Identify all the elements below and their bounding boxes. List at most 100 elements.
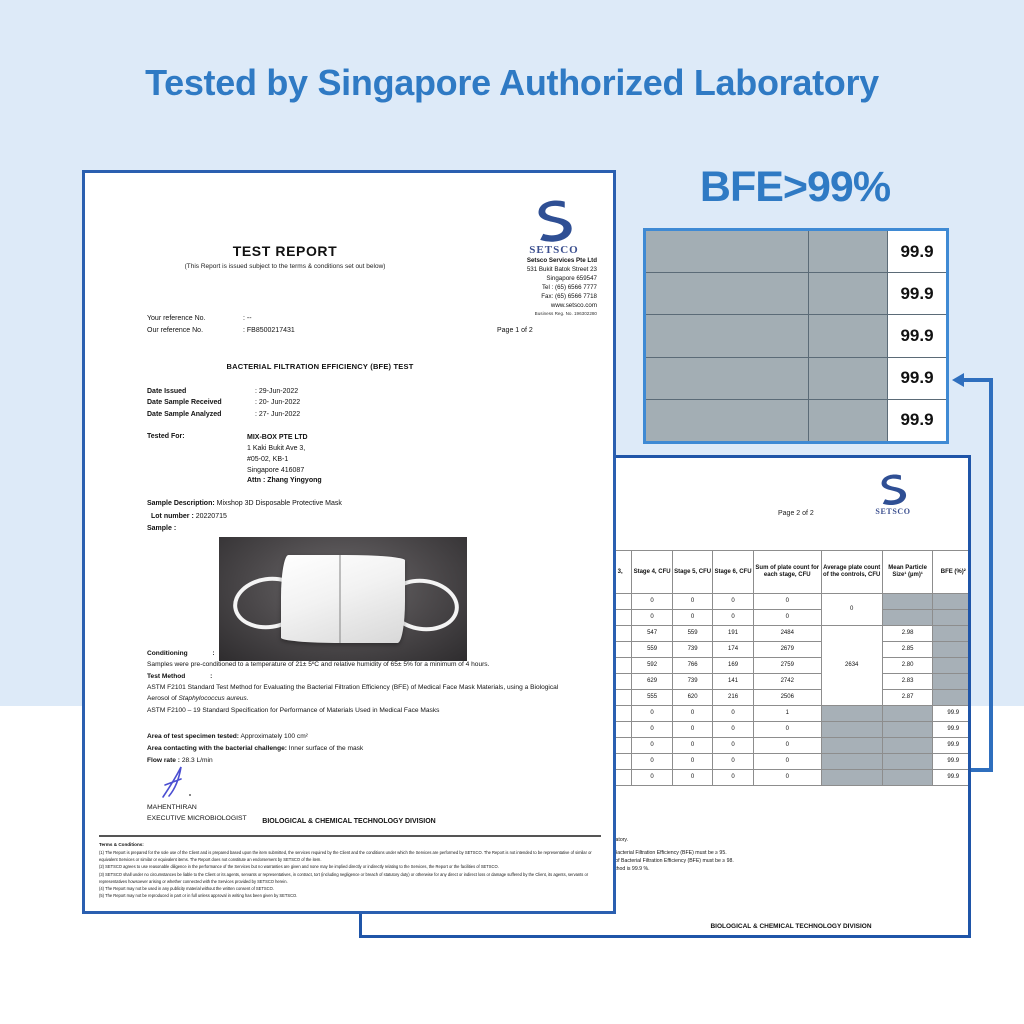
cell-stage6: 0 [712, 609, 754, 626]
page1-subtitle: (This Report is issued subject to the te… [184, 263, 386, 270]
cell-mean-particle-size [881, 593, 934, 610]
table-header-row: 3, Stage 4, CFU Stage 5, CFU Stage 6, CFU Su… [607, 550, 968, 594]
magnified-table-row: 99.9 [646, 273, 946, 316]
page2-setsco-logo: SETSCO [863, 472, 923, 516]
magnified-bfe-table: 99.9 99.9 99.9 99.9 99.9 [643, 228, 949, 444]
cell-bfe-value: 99.9 [932, 769, 968, 786]
lab-tel: Tel : (65) 6566 7777 [541, 283, 597, 291]
date-issued-value: : 29-Jun-2022 [255, 388, 299, 395]
cell-stage5: 0 [671, 769, 714, 786]
column-header: Stage 6, CFU [712, 550, 754, 594]
sample-description-block: Sample Description: Mixshop 3D Disposabl… [147, 498, 342, 536]
magnified-blank-cell [809, 357, 888, 399]
sample-description-value: Mixshop 3D Disposable Protective Mask [214, 500, 342, 507]
flow-rate-label: Flow rate : [147, 756, 180, 764]
cell-mean-particle-size: 2.85 [881, 641, 934, 658]
mask-fold-line [339, 555, 341, 643]
table-row: 559 739 174 2679 2.85 [607, 641, 968, 658]
signer-title: EXECUTIVE MICROBIOLOGIST [147, 814, 247, 822]
your-reference-value: : -- [243, 315, 252, 322]
page1-setsco-wordmark: SETSCO [529, 244, 579, 256]
page2-note-3: method is 99.9 %. [608, 866, 650, 873]
page2-results-table: 3, Stage 4, CFU Stage 5, CFU Stage 6, CFU Su… [607, 550, 968, 786]
page2-division-footer: BIOLOGICAL & CHEMICAL TECHNOLOGY DIVISIO… [710, 923, 872, 930]
cell-stage6: 0 [712, 721, 754, 738]
table-row: 0 0 0 0 99.9 [607, 721, 968, 738]
your-reference-label: Your reference No. [147, 315, 206, 322]
terms-item: (5) The Report may not be reproduced in … [99, 892, 298, 898]
page2-note-1: of Bacterial Filtration Efficiency (BFE)… [608, 850, 727, 857]
cell-mean-particle-size [881, 721, 934, 738]
footer-divider [99, 835, 601, 837]
magnified-blank-cell [646, 357, 809, 399]
cell-stage4: 0 [631, 737, 673, 754]
lab-registration-no: Business Reg. No. 196302280 [534, 310, 597, 316]
cell-stage5: 0 [671, 737, 714, 754]
page-title: TEST REPORT [232, 243, 338, 259]
client-address-line2: #05-02, KB-1 [247, 455, 289, 463]
cell-average-control: 0 [820, 593, 883, 626]
date-analyzed-value: : 27- Jun-2022 [255, 410, 301, 418]
magnified-blank-cell [646, 399, 809, 442]
our-reference-value: : FB8500217431 [243, 326, 295, 334]
cell-stage5: 766 [671, 657, 714, 674]
table-row: 0 0 0 1 99.9 [607, 705, 968, 722]
cell-mean-particle-size [881, 705, 934, 722]
cell-sum: 2506 [752, 689, 822, 706]
lot-number-label: Lot number : [151, 512, 194, 520]
cell-stage4: 559 [631, 641, 673, 658]
cell-bfe-value [932, 673, 968, 690]
column-header: Sum of plate count for each stage, CFU [752, 550, 822, 594]
callout-connector-vertical [989, 378, 993, 772]
magnified-table-row: 99.9 [646, 315, 946, 358]
cell-bfe-value [932, 593, 968, 610]
cell-stage5: 0 [671, 721, 714, 738]
specimen-details: Area of test specimen tested: Approximat… [147, 731, 577, 767]
cell-stage5: 739 [671, 641, 714, 658]
cell-stage4: 629 [631, 673, 673, 690]
magnified-bfe-value: 99.9 [888, 399, 946, 442]
cell-stage6: 169 [712, 657, 754, 674]
sample-label: Sample : [147, 525, 177, 533]
cell-stage6: 0 [712, 593, 754, 610]
test-method-label: Test Method [147, 672, 186, 680]
our-reference-label: Our reference No. [147, 326, 204, 334]
magnified-table-row: 99.9 [646, 231, 946, 274]
signer-block: MAHENTHIRAN EXECUTIVE MICROBIOLOGIST [147, 803, 247, 824]
cell-sum: 0 [752, 753, 822, 770]
page2-setsco-wordmark: SETSCO [875, 507, 911, 516]
client-name: MIX-BOX PTE LTD [247, 434, 308, 441]
cell-sum: 0 [752, 769, 822, 786]
cell-average-control [820, 705, 883, 722]
cell-stage4: 0 [631, 593, 673, 610]
cell-stage5: 739 [671, 673, 714, 690]
magnified-blank-cell [809, 399, 888, 442]
cell-stage4: 0 [631, 753, 673, 770]
cell-stage4: 0 [631, 609, 673, 626]
lab-address-line1: 531 Bukit Batok Street 23 [526, 265, 597, 273]
dates-block: Date Issued: 29-Jun-2022 Date Sample Rec… [147, 386, 300, 420]
cell-bfe-value [932, 657, 968, 674]
cell-sum: 2679 [752, 641, 822, 658]
date-analyzed-label: Date Sample Analyzed [147, 410, 222, 418]
cell-average-control [820, 737, 883, 754]
cell-sum: 0 [752, 737, 822, 754]
area-contact-label: Area contacting with the bacterial chall… [147, 744, 287, 752]
client-address-line1: 1 Kaki Bukit Ave 3, [247, 444, 306, 452]
column-header: BFE (%)² [932, 550, 968, 594]
signer-name: MAHENTHIRAN [147, 804, 197, 811]
setsco-s-logo-icon [876, 472, 910, 506]
bfe-claim-heading: BFE>99% [699, 163, 891, 211]
cell-stage4: 592 [631, 657, 673, 674]
cell-sum: 0 [752, 609, 822, 626]
test-name-heading: BACTERIAL FILTRATION EFFICIENCY (BFE) TE… [226, 362, 414, 371]
terms-heading: Terms & Conditions: [99, 842, 144, 847]
magnified-bfe-value: 99.9 [888, 357, 946, 399]
cell-stage5: 620 [671, 689, 714, 706]
page2-page-label: Page 2 of 2 [778, 510, 814, 517]
callout-connector-top [962, 378, 992, 382]
cell-average-control [820, 753, 883, 770]
table-row: 629 739 141 2742 2.83 [607, 673, 968, 690]
cell-mean-particle-size: 2.87 [881, 689, 934, 706]
cell-stage6: 0 [712, 753, 754, 770]
